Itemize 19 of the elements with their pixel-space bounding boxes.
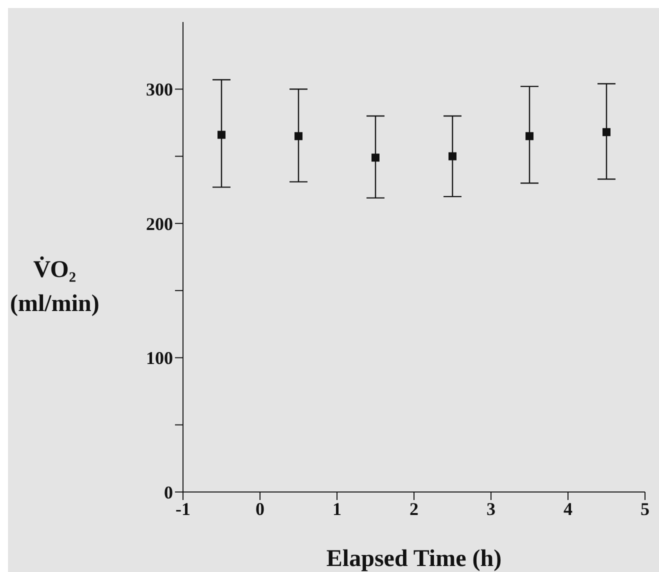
x-tick-label: 4 — [564, 498, 572, 519]
point — [218, 130, 226, 139]
y-tick-label: 100 — [146, 348, 173, 368]
point — [448, 152, 456, 160]
x-tick-label: -1 — [176, 498, 190, 519]
point — [602, 128, 610, 136]
x-tick-label: 1 — [332, 498, 342, 519]
y-tick-label: 300 — [146, 80, 173, 100]
x-axis-title: Elapsed Time (h) — [326, 546, 502, 572]
x-tick-label: 3 — [486, 498, 496, 519]
y-axis-title: V̇O₂ (ml/min) — [10, 255, 100, 319]
point — [372, 154, 380, 162]
x-tick-label: 0 — [256, 498, 264, 519]
point — [526, 132, 534, 140]
y-tick-label: 0 — [164, 482, 173, 502]
point — [294, 132, 302, 140]
x-tick-label: 5 — [640, 498, 650, 519]
y-tick-label: 200 — [146, 214, 173, 234]
x-tick-label: 2 — [410, 498, 418, 519]
